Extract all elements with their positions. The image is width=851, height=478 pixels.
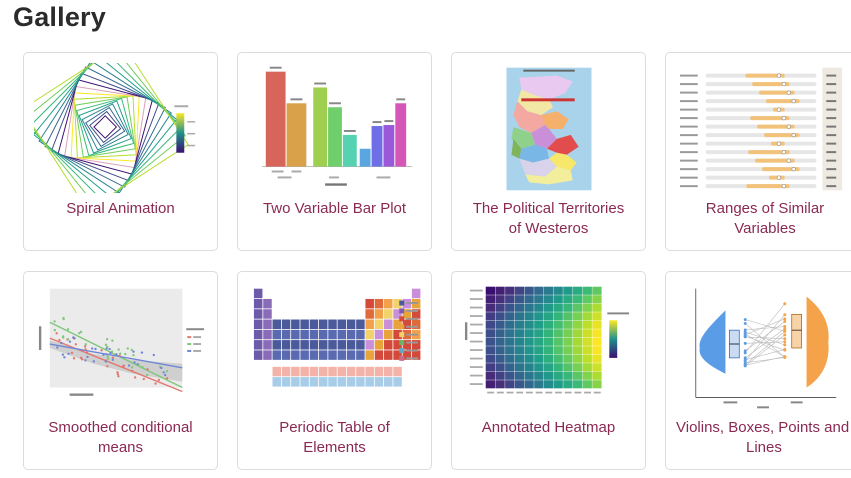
ranges-dot-plot-thumbnail [676,63,851,193]
westeros-map-thumbnail [462,63,635,193]
gallery-card-violins-boxes[interactable]: Violins, Boxes, Points and Lines [665,271,851,470]
bar-plot-thumbnail [248,63,421,193]
card-caption[interactable]: Smoothed conditional means [48,419,193,456]
gallery-card-annotated-heatmap[interactable]: Annotated Heatmap [451,271,646,470]
gallery-card-spiral-animation[interactable]: Spiral Animation [23,52,218,251]
heatmap-graphic [464,286,630,394]
spiral-square-graphic [34,63,189,193]
ranges-dot-plot-graphic [679,67,843,191]
westeros-map-graphic [506,67,592,191]
card-caption[interactable]: Annotated Heatmap [481,419,616,436]
violin-plot-graphic [695,288,837,409]
card-caption[interactable]: Ranges of Similar Variables [705,200,825,237]
card-caption[interactable]: The Political Territories of Westeros [472,200,625,237]
violin-plot-thumbnail [676,282,851,412]
gallery-card-periodic-table[interactable]: Periodic Table of Elements [237,271,432,470]
bar-plot-graphic [261,66,413,186]
periodic-table-thumbnail [248,282,421,412]
gallery-card-ranges-of-similar-variables[interactable]: Ranges of Similar Variables [665,52,851,251]
card-caption[interactable]: Periodic Table of Elements [279,419,390,456]
card-caption[interactable]: Two Variable Bar Plot [262,200,407,217]
heatmap-thumbnail [462,282,635,412]
gallery-card-westeros[interactable]: The Political Territories of Westeros [451,52,646,251]
gallery-card-smoothed-conditional-means[interactable]: Smoothed conditional means [23,271,218,470]
gallery-card-two-variable-bar-plot[interactable]: Two Variable Bar Plot [237,52,432,251]
card-caption[interactable]: Spiral Animation [66,200,175,217]
card-caption[interactable]: Violins, Boxes, Points and Lines [676,419,850,456]
spiral-legend [174,105,196,153]
scatter-smooth-thumbnail [34,282,207,412]
page-title: Gallery [13,2,106,32]
periodic-table-graphic [253,288,421,387]
spiral-square-thumbnail [34,63,207,193]
scatter-smooth-graphic [38,288,205,396]
